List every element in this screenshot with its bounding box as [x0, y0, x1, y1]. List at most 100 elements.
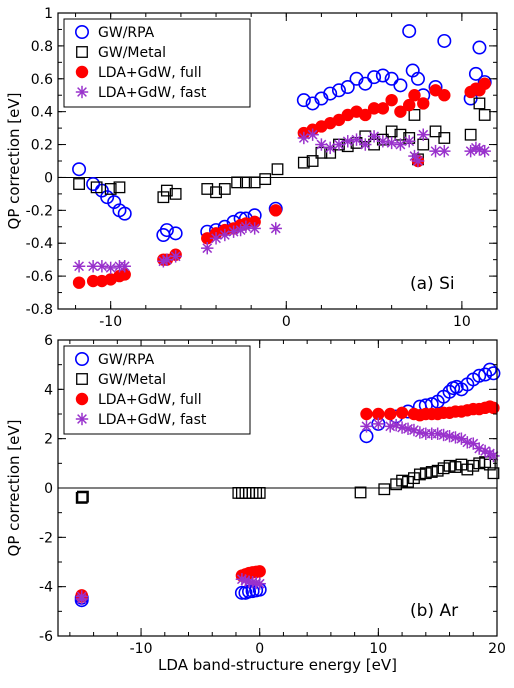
- asterisk-stroke: [474, 144, 485, 155]
- y-tick-label: -2: [39, 530, 53, 546]
- asterisk-stroke: [474, 443, 485, 454]
- asterisk-stroke: [96, 261, 107, 272]
- asterisk-stroke: [444, 431, 455, 442]
- y-tick-label: 0: [44, 170, 53, 186]
- data-point: [472, 368, 487, 383]
- data-point: [468, 66, 483, 81]
- data-point: [159, 223, 174, 238]
- data-point: [443, 459, 456, 472]
- asterisk-stroke: [480, 446, 491, 456]
- data-point: [360, 420, 373, 433]
- data-point: [235, 487, 248, 499]
- asterisk-stroke: [316, 139, 327, 150]
- data-point: [259, 173, 272, 186]
- data-point: [449, 461, 462, 473]
- data-point: [253, 577, 266, 590]
- y-tick-label: 0.6: [31, 72, 53, 88]
- asterisk-stroke: [409, 151, 420, 161]
- data-point: [417, 97, 430, 110]
- data-point: [413, 468, 426, 481]
- y-tick-label: 2: [44, 432, 53, 448]
- series-lda-gdw-full: [72, 77, 491, 289]
- asterisk-stroke: [77, 87, 87, 97]
- legend-entry: LDA+GdW, fast: [98, 85, 207, 101]
- legend-box: [63, 18, 251, 108]
- asterisk-stroke: [373, 418, 384, 429]
- y-tick-label: -0.4: [26, 236, 53, 252]
- data-point: [402, 24, 417, 39]
- legend-entry: GW/Metal: [98, 45, 166, 61]
- data-point: [315, 138, 328, 151]
- asterisk-stroke: [385, 421, 396, 432]
- data-point: [218, 183, 231, 195]
- data-point: [341, 135, 354, 148]
- data-point: [408, 109, 421, 121]
- asterisk-stroke: [418, 129, 429, 140]
- data-point: [385, 93, 398, 107]
- data-point: [160, 184, 173, 197]
- asterisk-stroke: [361, 421, 372, 432]
- asterisk-stroke: [307, 129, 318, 140]
- data-point: [483, 447, 497, 460]
- data-point: [403, 98, 416, 112]
- data-point: [297, 156, 310, 169]
- data-point: [408, 89, 421, 102]
- data-point: [385, 125, 398, 138]
- x-tick-label: 0: [282, 314, 291, 330]
- data-point: [358, 76, 373, 91]
- data-point: [73, 178, 85, 190]
- x-tick-label: 0: [255, 641, 264, 657]
- data-point: [201, 241, 214, 255]
- data-point: [473, 97, 486, 110]
- data-point: [378, 483, 391, 496]
- data-point: [461, 436, 474, 449]
- data-point: [332, 138, 346, 151]
- data-point: [437, 462, 450, 475]
- asterisk-stroke: [170, 251, 181, 262]
- x-axis-title: LDA band-structure energy [eV]: [158, 656, 397, 674]
- series-gw-rpa: [72, 24, 492, 243]
- series-gw-metal: [75, 456, 500, 504]
- data-point: [478, 367, 493, 382]
- asterisk-stroke: [414, 427, 425, 438]
- data-point: [411, 154, 425, 168]
- data-point: [394, 105, 407, 118]
- legend-marker: [75, 85, 89, 99]
- data-point: [243, 487, 255, 499]
- data-point: [478, 144, 491, 158]
- data-point: [246, 487, 259, 499]
- data-point: [209, 232, 223, 245]
- data-point: [157, 191, 170, 204]
- data-point: [385, 136, 398, 150]
- asterisk-stroke: [88, 261, 99, 272]
- series-gw-metal: [73, 97, 491, 204]
- data-point: [117, 206, 132, 221]
- y-tick-label: 0.4: [31, 105, 53, 121]
- legend-entry: LDA+GdW, full: [98, 392, 202, 408]
- data-point: [169, 250, 182, 263]
- data-point: [113, 181, 126, 194]
- data-point: [375, 68, 390, 83]
- asterisk-stroke: [479, 146, 490, 157]
- data-point: [323, 86, 338, 101]
- data-point: [401, 422, 415, 435]
- data-point: [210, 186, 222, 199]
- data-point: [323, 141, 337, 155]
- legend-marker: [76, 373, 88, 385]
- data-point: [354, 486, 367, 499]
- data-point: [269, 222, 282, 235]
- asterisk-stroke: [438, 430, 449, 440]
- asterisk-stroke: [119, 261, 130, 272]
- data-point: [239, 176, 252, 189]
- asterisk-stroke: [403, 423, 413, 434]
- x-tick-label: 10: [369, 641, 387, 657]
- y-tick-label: 0.2: [31, 138, 53, 154]
- asterisk-stroke: [377, 136, 388, 147]
- asterisk-stroke: [488, 451, 499, 461]
- legend-entry: GW/Metal: [98, 372, 166, 388]
- data-point: [487, 449, 500, 463]
- asterisk-stroke: [397, 422, 407, 433]
- data-point: [376, 135, 390, 148]
- data-point: [169, 187, 182, 200]
